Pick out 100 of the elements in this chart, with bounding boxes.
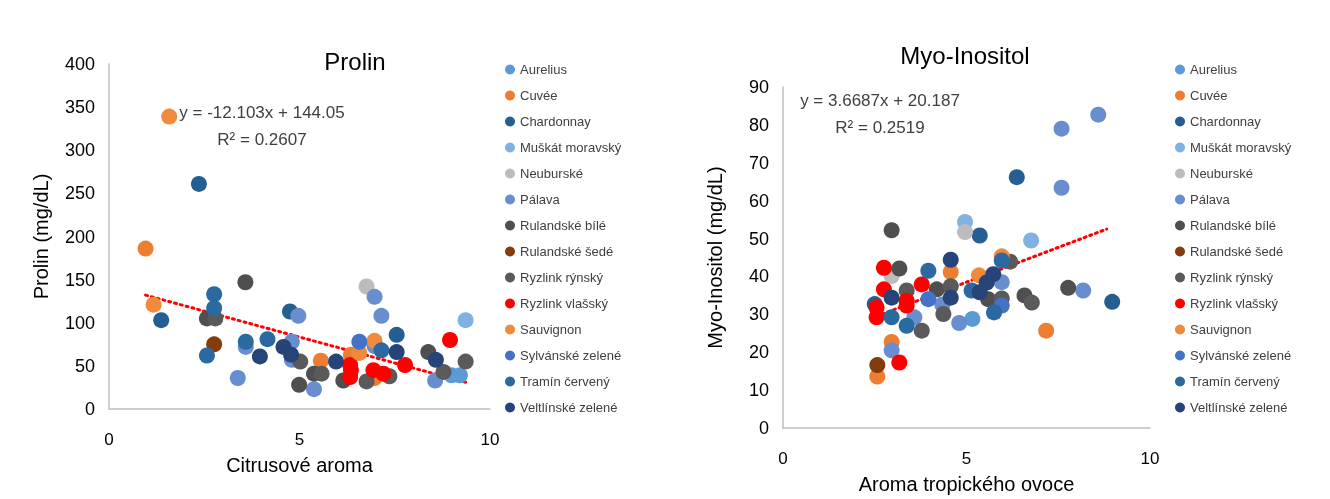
legend-label: Chardonnay [520, 114, 592, 129]
point [1104, 293, 1121, 310]
legend-label: Sylvánské zelené [1190, 348, 1292, 363]
chart-title: Myo-Inositol [900, 41, 1030, 69]
point [388, 326, 405, 343]
legend-label: Aurelius [520, 62, 568, 77]
y-tick-label: 90 [748, 77, 769, 97]
point [1090, 106, 1107, 123]
x-tick-label: 5 [961, 449, 972, 468]
point [920, 262, 937, 279]
point [898, 317, 915, 334]
point [1023, 232, 1040, 249]
legend-label: Pálava [520, 192, 561, 207]
y-axis-title: Myo-Inositol (mg/dL) [704, 166, 726, 349]
legend-label: Muškát moravský [1190, 140, 1292, 155]
y-tick-label: 30 [748, 304, 769, 325]
point [137, 240, 154, 257]
point [161, 108, 178, 125]
point [869, 357, 886, 374]
point [457, 353, 474, 370]
legend-label: Tramín červený [1190, 374, 1281, 389]
legend-label: Cuvée [1190, 88, 1228, 103]
point [971, 284, 988, 301]
point [198, 347, 215, 364]
point [206, 300, 223, 317]
point [883, 289, 900, 306]
y-tick-label: 50 [74, 355, 95, 376]
legend-label: Veltlínské zelené [1190, 400, 1288, 415]
point [259, 331, 276, 348]
y-tick-label: 40 [748, 266, 769, 287]
legend-label: Tramín červený [520, 374, 611, 389]
point [190, 175, 207, 192]
point [290, 307, 307, 324]
legend-label: Rulandské bílé [1190, 218, 1276, 233]
point [237, 333, 254, 350]
point [237, 274, 254, 291]
legend-label: Rulandské šedé [520, 244, 614, 259]
point [373, 342, 390, 359]
legend-label: Neuburské [1190, 166, 1253, 181]
legend-label: Ryzlink vlašský [520, 296, 609, 311]
point [229, 369, 246, 386]
legend-label: Pálava [1190, 192, 1231, 207]
point [251, 348, 268, 365]
point [328, 353, 345, 370]
x-tick-label: 0 [778, 449, 788, 468]
point [313, 365, 330, 382]
point [913, 276, 930, 293]
y-tick-label: 150 [64, 269, 95, 290]
y-axis-title: Prolin (mg/dL) [30, 173, 52, 300]
point [875, 259, 892, 276]
point [1023, 294, 1040, 311]
point [942, 289, 959, 306]
y-tick-label: 100 [64, 312, 95, 333]
legend-label: Aurelius [1190, 62, 1238, 77]
annotation: R² = 0.2607 [217, 130, 307, 149]
y-tick-label: 200 [64, 226, 95, 247]
point [964, 310, 981, 327]
point [920, 291, 937, 308]
point [971, 227, 988, 244]
x-tick-label: 10 [1140, 449, 1160, 468]
annotation: y = -12.103x + 144.05 [179, 103, 345, 122]
point [366, 288, 383, 305]
point [1053, 179, 1070, 196]
point [986, 304, 1003, 321]
y-tick-label: 350 [64, 97, 95, 118]
y-tick-label: 80 [748, 114, 769, 135]
legend-label: Rulandské bílé [520, 218, 606, 233]
y-tick-label: 20 [748, 342, 769, 363]
legend-label: Ryzlink rýnský [520, 270, 604, 285]
point [305, 381, 322, 398]
legend-label: Sauvignon [520, 322, 582, 337]
point [883, 342, 900, 359]
x-axis-title: Citrusové aroma [226, 454, 374, 476]
point [283, 346, 300, 363]
point [373, 307, 390, 324]
legend-label: Sauvignon [1190, 322, 1252, 337]
x-axis-title: Aroma tropického ovoce [858, 473, 1075, 495]
point [913, 322, 930, 339]
point [993, 252, 1010, 269]
point [1008, 169, 1025, 186]
y-tick-label: 300 [64, 140, 95, 161]
y-tick-label: 0 [84, 399, 95, 419]
legend-label: Chardonnay [1190, 114, 1262, 129]
point [942, 251, 959, 268]
point [957, 224, 974, 241]
point [891, 354, 908, 371]
point [206, 336, 223, 353]
legend-label: Neuburské [520, 166, 583, 181]
point [397, 357, 414, 374]
chart-title: Prolin [324, 47, 386, 75]
y-tick-label: 400 [64, 54, 95, 74]
legend-label: Rulandské šedé [1190, 244, 1284, 259]
point [427, 351, 444, 368]
point [883, 309, 900, 326]
legend-label: Cuvée [520, 88, 558, 103]
point [291, 376, 308, 393]
point [388, 344, 405, 361]
legend-label: Muškát moravský [520, 140, 622, 155]
point [1053, 120, 1070, 137]
point [457, 312, 474, 329]
